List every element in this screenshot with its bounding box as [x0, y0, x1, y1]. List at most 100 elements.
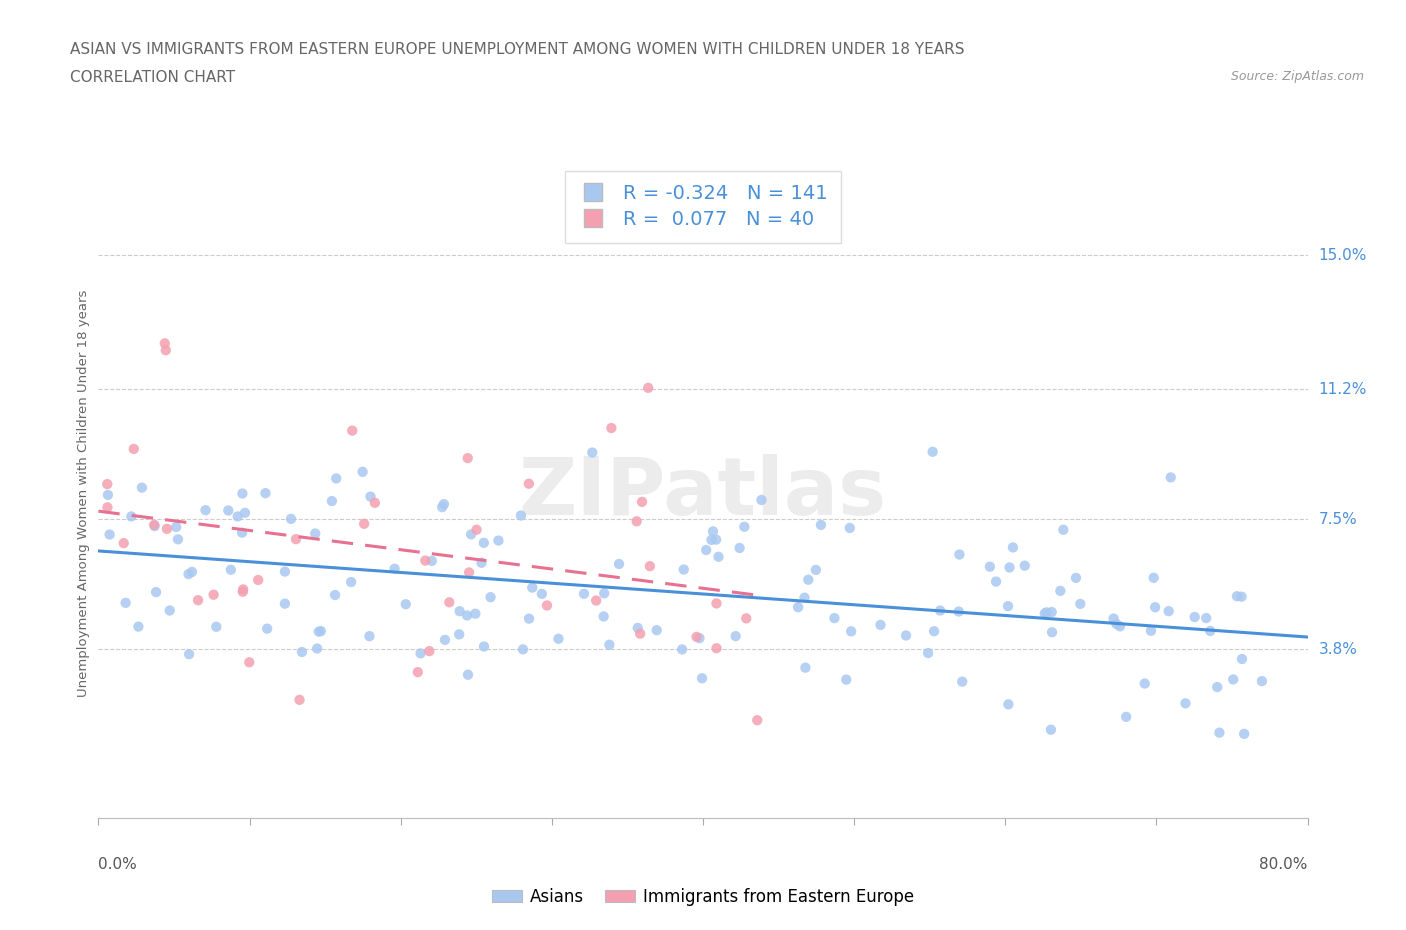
Point — [1174, 696, 1197, 711]
Point — [530, 587, 553, 602]
Point — [202, 587, 225, 602]
Point — [581, 445, 603, 460]
Point — [219, 563, 242, 578]
Point — [1206, 680, 1229, 695]
Point — [672, 562, 695, 577]
Point — [433, 632, 456, 647]
Point — [96, 477, 118, 492]
Point — [704, 532, 727, 547]
Point — [1140, 623, 1163, 638]
Point — [700, 533, 723, 548]
Text: Source: ZipAtlas.com: Source: ZipAtlas.com — [1230, 70, 1364, 83]
Point — [364, 496, 387, 511]
Point — [950, 674, 973, 689]
Point — [1160, 470, 1182, 485]
Text: 0.0%: 0.0% — [98, 857, 138, 872]
Point — [690, 671, 713, 685]
Point — [1233, 726, 1256, 741]
Point — [1102, 611, 1125, 626]
Point — [342, 423, 364, 438]
Point — [921, 445, 943, 459]
Point — [1251, 673, 1274, 688]
Legend: R = -0.324   N = 141, R =  0.077   N = 40: R = -0.324 N = 141, R = 0.077 N = 40 — [565, 170, 841, 243]
Point — [456, 608, 478, 623]
Point — [472, 639, 495, 654]
Point — [671, 642, 693, 657]
Point — [979, 559, 1001, 574]
Point — [547, 631, 569, 646]
Point — [522, 580, 544, 595]
Point — [948, 547, 970, 562]
Point — [894, 628, 917, 643]
Point — [131, 480, 153, 495]
Point — [488, 533, 510, 548]
Point — [307, 641, 329, 656]
Point — [187, 592, 209, 607]
Point — [420, 553, 443, 568]
Point — [1105, 617, 1128, 631]
Point — [114, 595, 136, 610]
Point — [1143, 570, 1166, 585]
Legend: Asians, Immigrants from Eastern Europe: Asians, Immigrants from Eastern Europe — [485, 881, 921, 912]
Point — [1144, 600, 1167, 615]
Point — [1069, 596, 1091, 611]
Point — [869, 618, 891, 632]
Point — [460, 527, 482, 542]
Point — [797, 572, 820, 587]
Point — [724, 629, 747, 644]
Point — [810, 517, 832, 532]
Point — [231, 525, 253, 540]
Point — [997, 697, 1019, 711]
Text: ASIAN VS IMMIGRANTS FROM EASTERN EUROPE UNEMPLOYMENT AMONG WOMEN WITH CHILDREN U: ASIAN VS IMMIGRANTS FROM EASTERN EUROPE … — [70, 42, 965, 57]
Text: 3.8%: 3.8% — [1319, 642, 1358, 657]
Point — [458, 565, 481, 580]
Point — [274, 565, 297, 579]
Point — [470, 555, 492, 570]
Point — [247, 573, 270, 588]
Point — [835, 672, 858, 687]
Point — [631, 495, 654, 510]
Point — [512, 642, 534, 657]
Point — [418, 644, 440, 658]
Point — [517, 476, 540, 491]
Point — [794, 660, 817, 675]
Point — [1052, 523, 1074, 538]
Point — [628, 626, 651, 641]
Point — [638, 559, 661, 574]
Point — [395, 597, 418, 612]
Point — [804, 563, 827, 578]
Point — [695, 542, 717, 557]
Point — [733, 519, 755, 534]
Point — [948, 604, 970, 619]
Point — [517, 611, 540, 626]
Point — [1064, 570, 1087, 585]
Point — [984, 574, 1007, 589]
Point — [702, 524, 724, 538]
Point — [384, 562, 406, 577]
Point — [464, 606, 486, 621]
Point — [194, 503, 217, 518]
Point — [217, 503, 239, 518]
Point — [449, 627, 471, 642]
Point — [1222, 672, 1244, 687]
Point — [177, 566, 200, 581]
Point — [433, 497, 456, 512]
Point — [572, 586, 595, 601]
Point — [688, 631, 710, 645]
Point — [145, 585, 167, 600]
Point — [409, 646, 432, 661]
Point — [787, 600, 810, 615]
Point — [823, 611, 845, 626]
Point — [406, 665, 429, 680]
Point — [439, 595, 461, 610]
Point — [308, 624, 330, 639]
Point — [352, 464, 374, 479]
Text: 80.0%: 80.0% — [1260, 857, 1308, 872]
Point — [233, 505, 256, 520]
Text: 11.2%: 11.2% — [1319, 381, 1367, 396]
Point — [165, 520, 187, 535]
Point — [1195, 611, 1218, 626]
Point — [706, 596, 728, 611]
Point — [1184, 609, 1206, 624]
Point — [226, 509, 249, 524]
